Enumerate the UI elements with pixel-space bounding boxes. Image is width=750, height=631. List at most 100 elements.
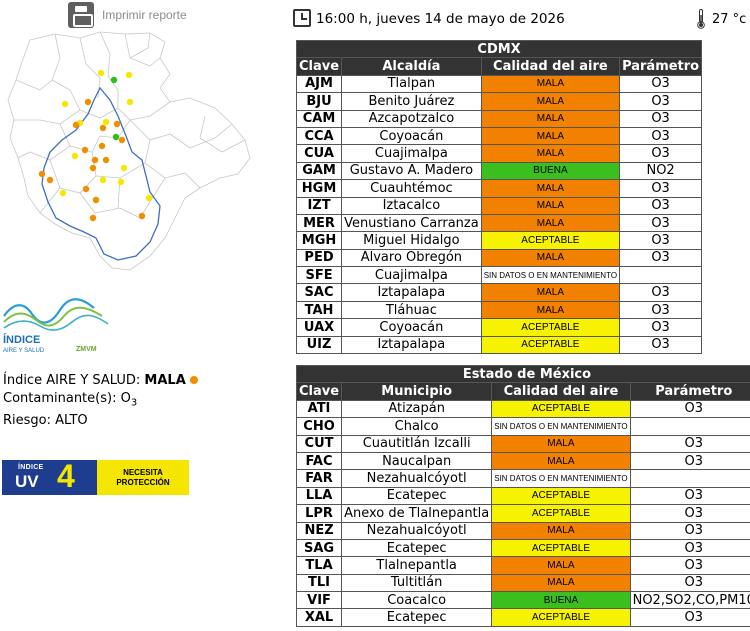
air-quality-badge: MALA	[480, 179, 621, 198]
station-location: Cuauhtémoc	[341, 179, 482, 198]
station-code: MGH	[295, 231, 343, 250]
pollutant-parameter: O3	[619, 196, 703, 215]
air-quality-badge: MALA	[480, 196, 621, 215]
pollutant-parameter: O3	[629, 451, 750, 471]
air-quality-badge: ACEPTABLE	[491, 399, 631, 419]
edomex-table: Estado de México Clave Municipio Calidad…	[295, 364, 750, 627]
station-row-cut: CUT Cuautitlán Izcalli MALA O3	[295, 434, 750, 453]
station-code: MER	[295, 213, 343, 233]
air-quality-badge: MALA	[480, 213, 621, 233]
air-quality-badge: ACEPTABLE	[491, 538, 631, 558]
station-location: Ecatepec	[341, 608, 493, 627]
station-location: Tlalnepantla	[341, 556, 493, 575]
pollutant-parameter: NO2,SO2,CO,PM10	[629, 591, 750, 610]
station-location: Anexo de Tlalnepantla	[341, 504, 493, 523]
station-code: CAM	[295, 109, 343, 128]
station-code: NEZ	[295, 521, 343, 540]
pollutant-parameter: O3	[619, 231, 703, 250]
station-code: TLA	[295, 556, 343, 575]
temperature: 27 °c	[712, 12, 747, 27]
air-summary: Índice AIRE Y SALUD: MALA Contaminante(s…	[3, 372, 198, 429]
station-row-cca: CCA Coyoacán MALA O3	[295, 126, 703, 146]
air-quality-badge: ACEPTABLE	[491, 608, 631, 627]
station-row-izt: IZT Iztacalco MALA O3	[295, 196, 703, 215]
air-quality-badge: MALA	[480, 92, 621, 111]
station-code: TLI	[295, 573, 343, 593]
air-quality-badge: MALA	[491, 573, 631, 593]
station-location: Tlalpan	[341, 74, 482, 94]
pollutant-parameter: O3	[629, 486, 750, 506]
risk-line: Riesgo: ALTO	[3, 412, 88, 428]
station-code: CUA	[295, 144, 343, 163]
pollutant-parameter: NO2	[619, 161, 703, 181]
station-row-lpr: LPR Anexo de Tlalnepantla ACEPTABLE O3	[295, 504, 750, 523]
station-row-cua: CUA Cuajimalpa MALA O3	[295, 144, 703, 163]
air-quality-badge: MALA	[491, 451, 631, 471]
col-calidad: Calidad del aire	[480, 57, 621, 76]
risk-value: ALTO	[55, 412, 88, 428]
pollutant-parameter: O3	[629, 556, 750, 575]
air-quality-badge: SIN DATOS O EN MANTENIMIENTO	[491, 417, 631, 436]
station-code: UAX	[295, 318, 343, 337]
station-location: Ecatepec	[341, 538, 493, 558]
pollutant-parameter: O3	[629, 504, 750, 523]
pollutant-parameter: O3	[619, 335, 703, 355]
pollutant-parameter: O3	[619, 318, 703, 337]
air-quality-badge: ACEPTABLE	[491, 486, 631, 506]
station-code: TAH	[295, 300, 343, 320]
station-code: VIF	[295, 591, 343, 610]
svg-text:ÍNDICE: ÍNDICE	[3, 333, 40, 346]
col-parametro: Parámetro	[619, 57, 703, 76]
station-location: Coyoacán	[341, 126, 482, 146]
station-code: AJM	[295, 74, 343, 94]
print-report-button[interactable]: Imprimir reporte	[68, 2, 187, 28]
station-location: Naucalpan	[341, 451, 493, 471]
edomex-table-title: Estado de México	[296, 364, 750, 384]
pollutant-line: Contaminante(s): O3	[3, 390, 138, 409]
indice-aire-salud-logo: ÍNDICE AIRE Y SALUD ZMVM	[3, 298, 109, 354]
station-row-mer: MER Venustiano Carranza MALA O3	[295, 213, 703, 233]
index-color-dot	[189, 376, 198, 384]
station-code: HGM	[295, 179, 343, 198]
air-quality-badge: MALA	[480, 109, 621, 128]
station-row-uax: UAX Coyoacán ACEPTABLE O3	[295, 318, 703, 337]
pollutant-parameter: O3	[629, 608, 750, 627]
station-row-far: FAR Nezahualcóyotl SIN DATOS O EN MANTENIM…	[295, 469, 750, 488]
air-quality-badge: MALA	[491, 434, 631, 453]
pollutant-parameter: O3	[629, 434, 750, 453]
air-quality-badge: MALA	[480, 144, 621, 163]
stations-map[interactable]	[0, 28, 262, 283]
air-quality-badge: ACEPTABLE	[491, 504, 631, 523]
col-clave: Clave	[295, 382, 343, 401]
station-row-mgh: MGH Miguel Hidalgo ACEPTABLE O3	[295, 231, 703, 250]
station-location: Nezahualcóyotl	[341, 521, 493, 540]
pollutant-parameter: O3	[629, 521, 750, 540]
pollutant-parameter: O3	[619, 74, 703, 94]
air-quality-badge: MALA	[491, 556, 631, 575]
station-row-tli: TLI Tultitlán MALA O3	[295, 573, 750, 593]
pollutant-parameter: O3	[629, 538, 750, 558]
station-row-sag: SAG Ecatepec ACEPTABLE O3	[295, 538, 750, 558]
station-code: SAG	[295, 538, 343, 558]
pollutant-parameter: O3	[619, 126, 703, 146]
air-quality-badge: MALA	[491, 521, 631, 540]
station-location: Iztacalco	[341, 196, 482, 215]
cdmx-border	[41, 86, 161, 261]
air-quality-badge: BUENA	[480, 161, 621, 181]
station-code: SFE	[295, 266, 343, 285]
pollutant-parameter: O3	[619, 213, 703, 233]
svg-text:ZMVM: ZMVM	[76, 346, 97, 353]
pollutant-parameter	[629, 417, 750, 436]
air-quality-badge: MALA	[480, 74, 621, 94]
station-location: Gustavo A. Madero	[341, 161, 482, 181]
air-quality-badge: ACEPTABLE	[480, 318, 621, 337]
pollutant-parameter: O3	[619, 92, 703, 111]
station-markers[interactable]	[38, 69, 153, 222]
station-row-xal: XAL Ecatepec ACEPTABLE O3	[295, 608, 750, 627]
station-code: UIZ	[295, 335, 343, 355]
station-code: CUT	[295, 434, 343, 453]
cdmx-table: CDMX Clave Alcaldía Calidad del aire Par…	[295, 39, 703, 355]
print-report-label: Imprimir reporte	[102, 8, 187, 22]
pollutant-parameter	[619, 266, 703, 285]
pollutant-parameter: O3	[619, 144, 703, 163]
